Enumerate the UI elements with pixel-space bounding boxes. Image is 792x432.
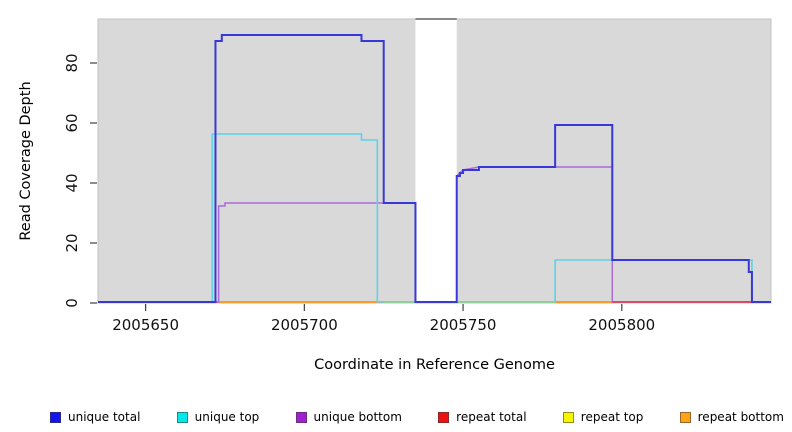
repeat-bottom-legend-swatch <box>679 411 691 423</box>
legend-item-repeat-top: repeat top <box>562 410 644 424</box>
repeat-total-legend-swatch <box>438 411 450 423</box>
unique-total-line <box>98 34 771 303</box>
repeat-bottom-legend-label: repeat bottom <box>697 410 784 424</box>
y-tick-label: 60 <box>63 113 81 132</box>
repeat-total-legend-label: repeat total <box>456 410 527 424</box>
unique-bottom-legend-label: unique bottom <box>313 410 402 424</box>
legend-item-unique-total: unique total <box>50 410 140 424</box>
legend: unique total unique top unique bottom repea… <box>50 408 784 426</box>
legend-item-repeat-bottom: repeat bottom <box>679 410 784 424</box>
x-axis-title: Coordinate in Reference Genome <box>314 357 555 373</box>
x-tick-label: 2005800 <box>588 316 655 334</box>
y-tick-label: 20 <box>63 233 81 252</box>
y-tick-label: 80 <box>63 53 81 72</box>
repeat-top-legend-swatch <box>562 411 574 423</box>
legend-item-unique-top: unique top <box>176 410 260 424</box>
unique-total-legend-swatch <box>50 411 61 423</box>
x-tick-label: 2005750 <box>430 316 497 334</box>
repeat-top-legend-label: repeat top <box>580 410 644 424</box>
y-tick-label: 40 <box>63 173 81 192</box>
legend-item-repeat-total: repeat total <box>438 410 527 424</box>
legend-item-unique-bottom: unique bottom <box>295 410 402 424</box>
unique-top-legend-swatch <box>176 411 188 423</box>
coverage-gap-region <box>415 20 457 303</box>
unique-top-line <box>98 133 771 303</box>
unique-total-legend-label: unique total <box>68 410 141 424</box>
x-tick-label: 2005650 <box>112 316 179 334</box>
y-tick-label: 0 <box>63 298 81 308</box>
x-tick-label: 2005700 <box>271 316 338 334</box>
unique-top-legend-label: unique top <box>194 410 260 424</box>
y-axis-title: Read Coverage Depth <box>18 81 34 241</box>
unique-bottom-legend-swatch <box>295 411 307 423</box>
